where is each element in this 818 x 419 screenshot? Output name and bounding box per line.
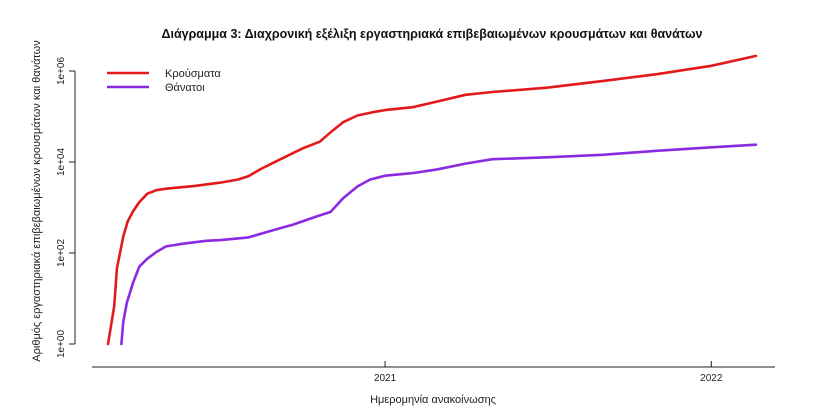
- y-tick-label: 1e+02: [56, 239, 67, 268]
- legend-label-0: Κρούσματα: [165, 68, 221, 80]
- y-axis: 1e+00 1e+02 1e+04 1e+06: [56, 57, 76, 359]
- y-tick-label: 1e+04: [56, 148, 67, 177]
- series-line-0: [106, 54, 758, 346]
- x-axis-label: Ημερομηνία ανακοίνωσης: [370, 394, 496, 406]
- x-axis: 2021 2022: [92, 361, 775, 384]
- chart-title: Διάγραμμα 3: Διαχρονική εξέλιξη εργαστηρ…: [161, 27, 702, 41]
- y-tick-label: 1e+06: [56, 57, 67, 86]
- x-tick-label: 2021: [374, 373, 397, 384]
- series-line-1: [120, 143, 758, 346]
- y-tick-label: 1e+00: [56, 330, 67, 359]
- series-group: [106, 54, 758, 346]
- x-tick-label: 2022: [700, 373, 723, 384]
- legend-label-1: Θάνατοι: [165, 82, 205, 94]
- y-axis-label: Αριθμός εργαστηριακά επιβεβαιωμένων κρου…: [31, 40, 43, 362]
- legend: Κρούσματα Θάνατοι: [107, 68, 221, 94]
